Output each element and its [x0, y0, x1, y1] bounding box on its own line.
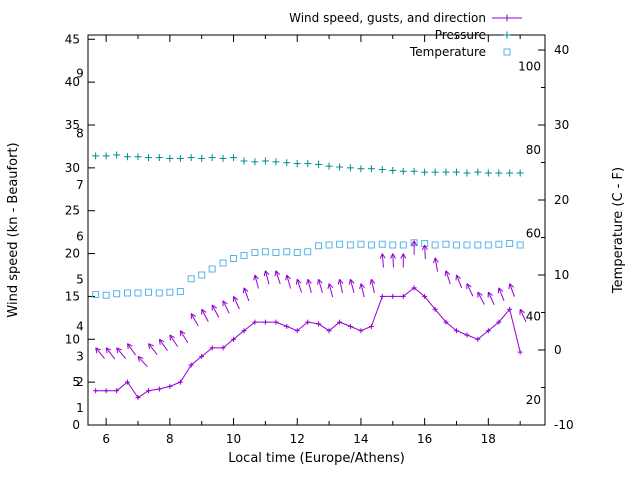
svg-text:7: 7 [76, 178, 84, 192]
svg-text:15: 15 [65, 289, 80, 303]
svg-text:6: 6 [102, 432, 110, 446]
svg-text:10: 10 [65, 332, 80, 346]
svg-text:40: 40 [554, 43, 569, 57]
svg-text:Pressure: Pressure [435, 28, 486, 42]
svg-text:16: 16 [417, 432, 432, 446]
svg-text:40: 40 [526, 310, 541, 324]
svg-text:25: 25 [65, 204, 80, 218]
svg-text:8: 8 [76, 127, 84, 141]
svg-text:0: 0 [72, 418, 80, 432]
svg-text:20: 20 [554, 193, 569, 207]
y-right-title: Temperature (C - F) [611, 167, 626, 294]
svg-text:Wind speed, gusts, and directi: Wind speed, gusts, and direction [289, 11, 486, 25]
svg-text:5: 5 [76, 272, 84, 286]
svg-text:10: 10 [226, 432, 241, 446]
svg-text:20: 20 [65, 247, 80, 261]
svg-text:30: 30 [554, 118, 569, 132]
svg-text:45: 45 [65, 32, 80, 46]
x-axis-title: Local time (Europe/Athens) [228, 451, 405, 466]
svg-text:20: 20 [526, 393, 541, 407]
svg-text:6: 6 [76, 229, 84, 243]
svg-text:3: 3 [76, 349, 84, 363]
svg-text:9: 9 [76, 67, 84, 81]
svg-text:10: 10 [554, 268, 569, 282]
svg-text:1: 1 [76, 401, 84, 415]
svg-text:14: 14 [353, 432, 368, 446]
svg-text:4: 4 [76, 319, 84, 333]
svg-text:18: 18 [481, 432, 496, 446]
svg-text:8: 8 [166, 432, 174, 446]
svg-text:0: 0 [554, 343, 562, 357]
svg-text:Temperature: Temperature [409, 45, 486, 59]
svg-text:80: 80 [526, 143, 541, 157]
svg-text:100: 100 [518, 60, 541, 74]
y-left-title: Wind speed (kn - Beaufort) [6, 142, 21, 317]
svg-text:30: 30 [65, 161, 80, 175]
svg-text:60: 60 [526, 226, 541, 240]
svg-text:-10: -10 [554, 418, 574, 432]
svg-text:2: 2 [76, 375, 84, 389]
svg-text:12: 12 [290, 432, 305, 446]
